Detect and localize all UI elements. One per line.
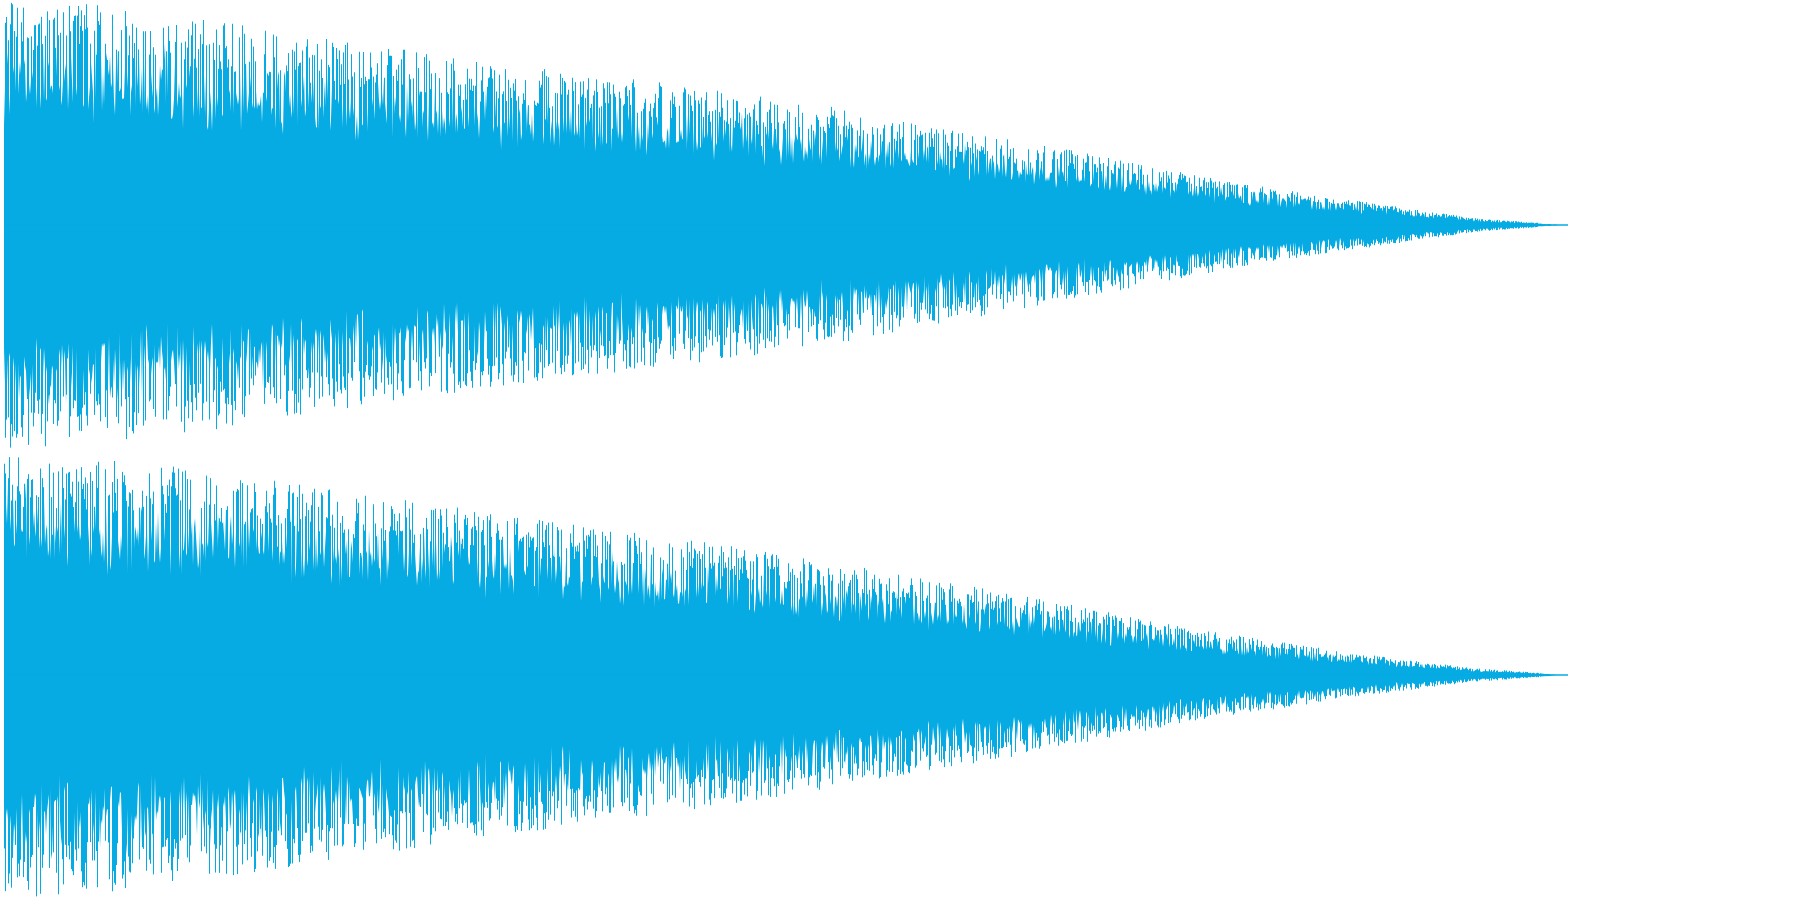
waveform-channel-top — [4, 2, 1568, 448]
waveform-transients — [4, 457, 1541, 897]
waveform-channel-bottom — [4, 457, 1568, 897]
